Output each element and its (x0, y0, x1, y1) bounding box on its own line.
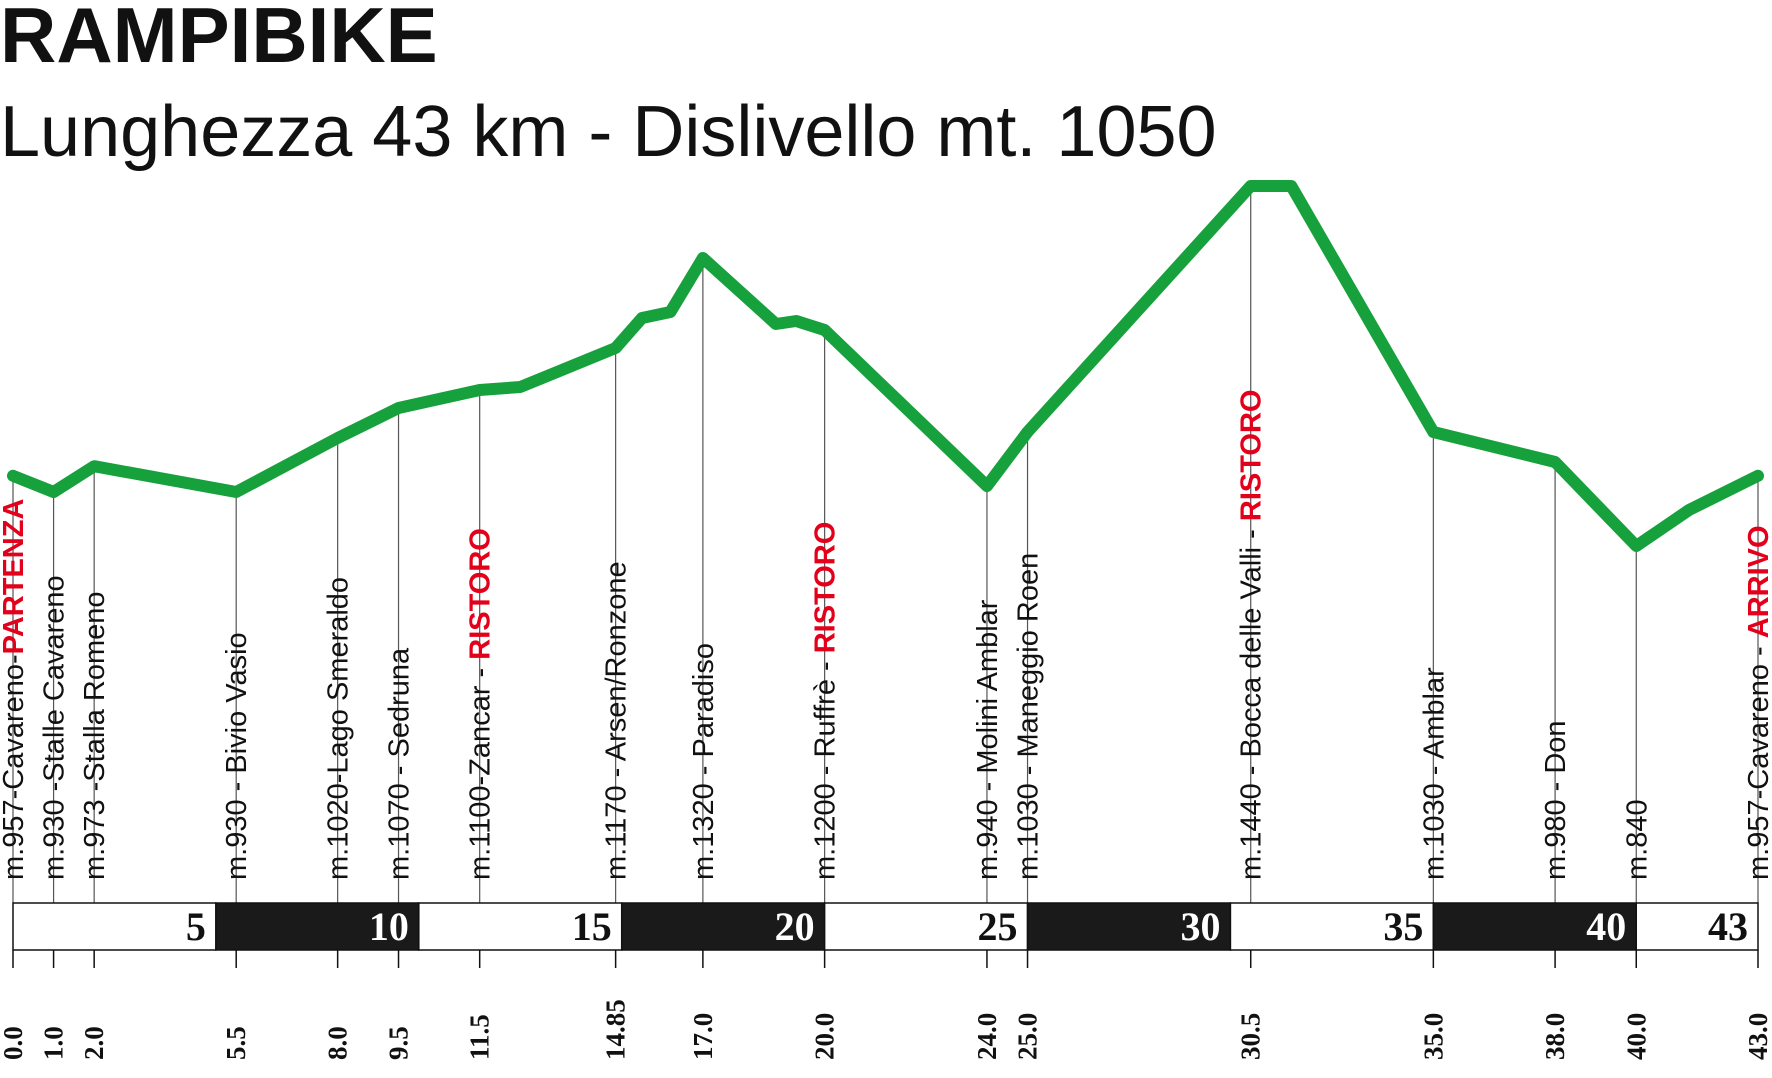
waypoint-name: m.957-Cavareno- (0, 654, 30, 880)
waypoint-label: m.1170 - Arsen/Ronzone (601, 561, 633, 880)
scale-segment-label: 10 (369, 904, 409, 949)
waypoint-label: m.980 - Don (1540, 720, 1572, 880)
scale-segment-label: 43 (1708, 904, 1748, 949)
km-label: 40.0 (1621, 1013, 1651, 1060)
waypoint-label: m.957-Cavareno - ARRIVO (1743, 525, 1772, 880)
km-label: 5.5 (221, 1026, 251, 1060)
scale-segment-label: 35 (1383, 904, 1423, 949)
km-label: 24.0 (972, 1013, 1002, 1060)
waypoint-name: m.1200 - Ruffrè - (810, 653, 842, 880)
waypoint-labels: m.957-Cavareno-PARTENZA m.930 -Stalle Cav… (0, 390, 1772, 881)
waypoint-label: m.1030 - Amblar (1418, 667, 1450, 880)
waypoint-label: m.930 - Bivio Vasio (221, 632, 253, 880)
km-label: 9.5 (384, 1026, 414, 1060)
km-label: 43.0 (1743, 1013, 1772, 1060)
waypoint-tag: RISTORO (465, 528, 497, 660)
chart-subtitle: Lunghezza 43 km - Dislivello mt. 1050 (0, 92, 1217, 172)
km-label: 25.0 (1013, 1013, 1043, 1060)
km-label: 35.0 (1418, 1013, 1448, 1060)
waypoint-label: m.957-Cavareno-PARTENZA (0, 499, 30, 880)
waypoint-name: m.1070 - Sedruna (384, 647, 416, 880)
waypoint-label: m.973 -Stalla Romeno (79, 591, 111, 880)
waypoint-name: m.1100-Zancar - (465, 660, 497, 880)
km-ticks (12, 950, 1759, 968)
km-label: 2.0 (79, 1026, 109, 1060)
waypoint-label: m.1030 - Maneggio Roen (1013, 553, 1045, 880)
km-label: 17.0 (688, 1013, 718, 1060)
km-label: 30.5 (1236, 1013, 1266, 1060)
waypoint-label: m.1440 - Bocca delle Valli - RISTORO (1236, 390, 1268, 881)
km-label: 38.0 (1540, 1013, 1570, 1060)
scale-segment-label: 30 (1180, 904, 1220, 949)
waypoint-name: m.940 - Molini Amblar (972, 599, 1004, 880)
km-label: 8.0 (323, 1026, 353, 1060)
scale-segment (1635, 902, 1759, 951)
scale-segment (12, 902, 217, 951)
waypoint-label: m.1070 - Sedruna (384, 647, 416, 880)
scale-segment-label: 40 (1586, 904, 1626, 949)
waypoint-label: m.1320 - Paradiso (688, 643, 720, 880)
waypoint-label: m.1020-Lago Smeraldo (323, 577, 355, 880)
waypoint-label: m.940 - Molini Amblar (972, 599, 1004, 880)
waypoint-label: m.1100-Zancar - RISTORO (465, 528, 497, 880)
km-label: 0.0 (0, 1026, 28, 1060)
waypoint-name: m.1030 - Amblar (1418, 667, 1450, 880)
km-label: 11.5 (465, 1014, 495, 1060)
waypoint-label: m.1200 - Ruffrè - RISTORO (810, 522, 842, 880)
waypoint-name: m.1020-Lago Smeraldo (323, 577, 355, 880)
waypoint-label: m.840 (1621, 799, 1653, 880)
scale-segment (1432, 902, 1638, 951)
waypoint-tag: ARRIVO (1743, 525, 1772, 638)
km-labels: 0.0 1.0 2.0 5.5 8.0 9.5 11.5 14.85 17.0 20.0 24.0 2… (0, 999, 1772, 1060)
waypoint-guides (12, 186, 1759, 903)
waypoint-name: m.957-Cavareno - (1743, 638, 1772, 880)
waypoint-tag: RISTORO (1236, 390, 1268, 522)
scale-segment (1026, 902, 1232, 951)
km-label: 20.0 (810, 1013, 840, 1060)
scale-segment-label: 15 (572, 904, 612, 949)
scale-segment-label: 20 (775, 904, 815, 949)
scale-segment-label: 25 (978, 904, 1018, 949)
waypoint-name: m.840 (1621, 799, 1653, 880)
distance-scale-bar: 5 10 15 20 25 30 35 40 43 (12, 902, 1759, 951)
km-label: 14.85 (601, 999, 631, 1060)
scale-segment-label: 5 (186, 904, 206, 949)
waypoint-label: m.930 -Stalle Cavareno (39, 575, 71, 880)
waypoint-name: m.1170 - Arsen/Ronzone (601, 561, 633, 880)
chart-title: RAMPIBIKE (0, 0, 438, 79)
waypoint-tag: PARTENZA (0, 499, 30, 655)
scale-segment (1229, 902, 1435, 951)
waypoint-name: m.1320 - Paradiso (688, 643, 720, 880)
waypoint-name: m.1440 - Bocca delle Valli - (1236, 521, 1268, 880)
km-label: 1.0 (39, 1026, 69, 1060)
waypoint-name: m.1030 - Maneggio Roen (1013, 553, 1045, 880)
waypoint-name: m.930 - Bivio Vasio (221, 632, 253, 880)
waypoint-name: m.973 -Stalla Romeno (79, 591, 111, 880)
waypoint-tag: RISTORO (810, 522, 842, 654)
scale-segment (418, 902, 623, 951)
waypoint-name: m.980 - Don (1540, 720, 1572, 880)
waypoint-name: m.930 -Stalle Cavareno (39, 575, 71, 880)
elevation-profile-line (7, 180, 1764, 552)
